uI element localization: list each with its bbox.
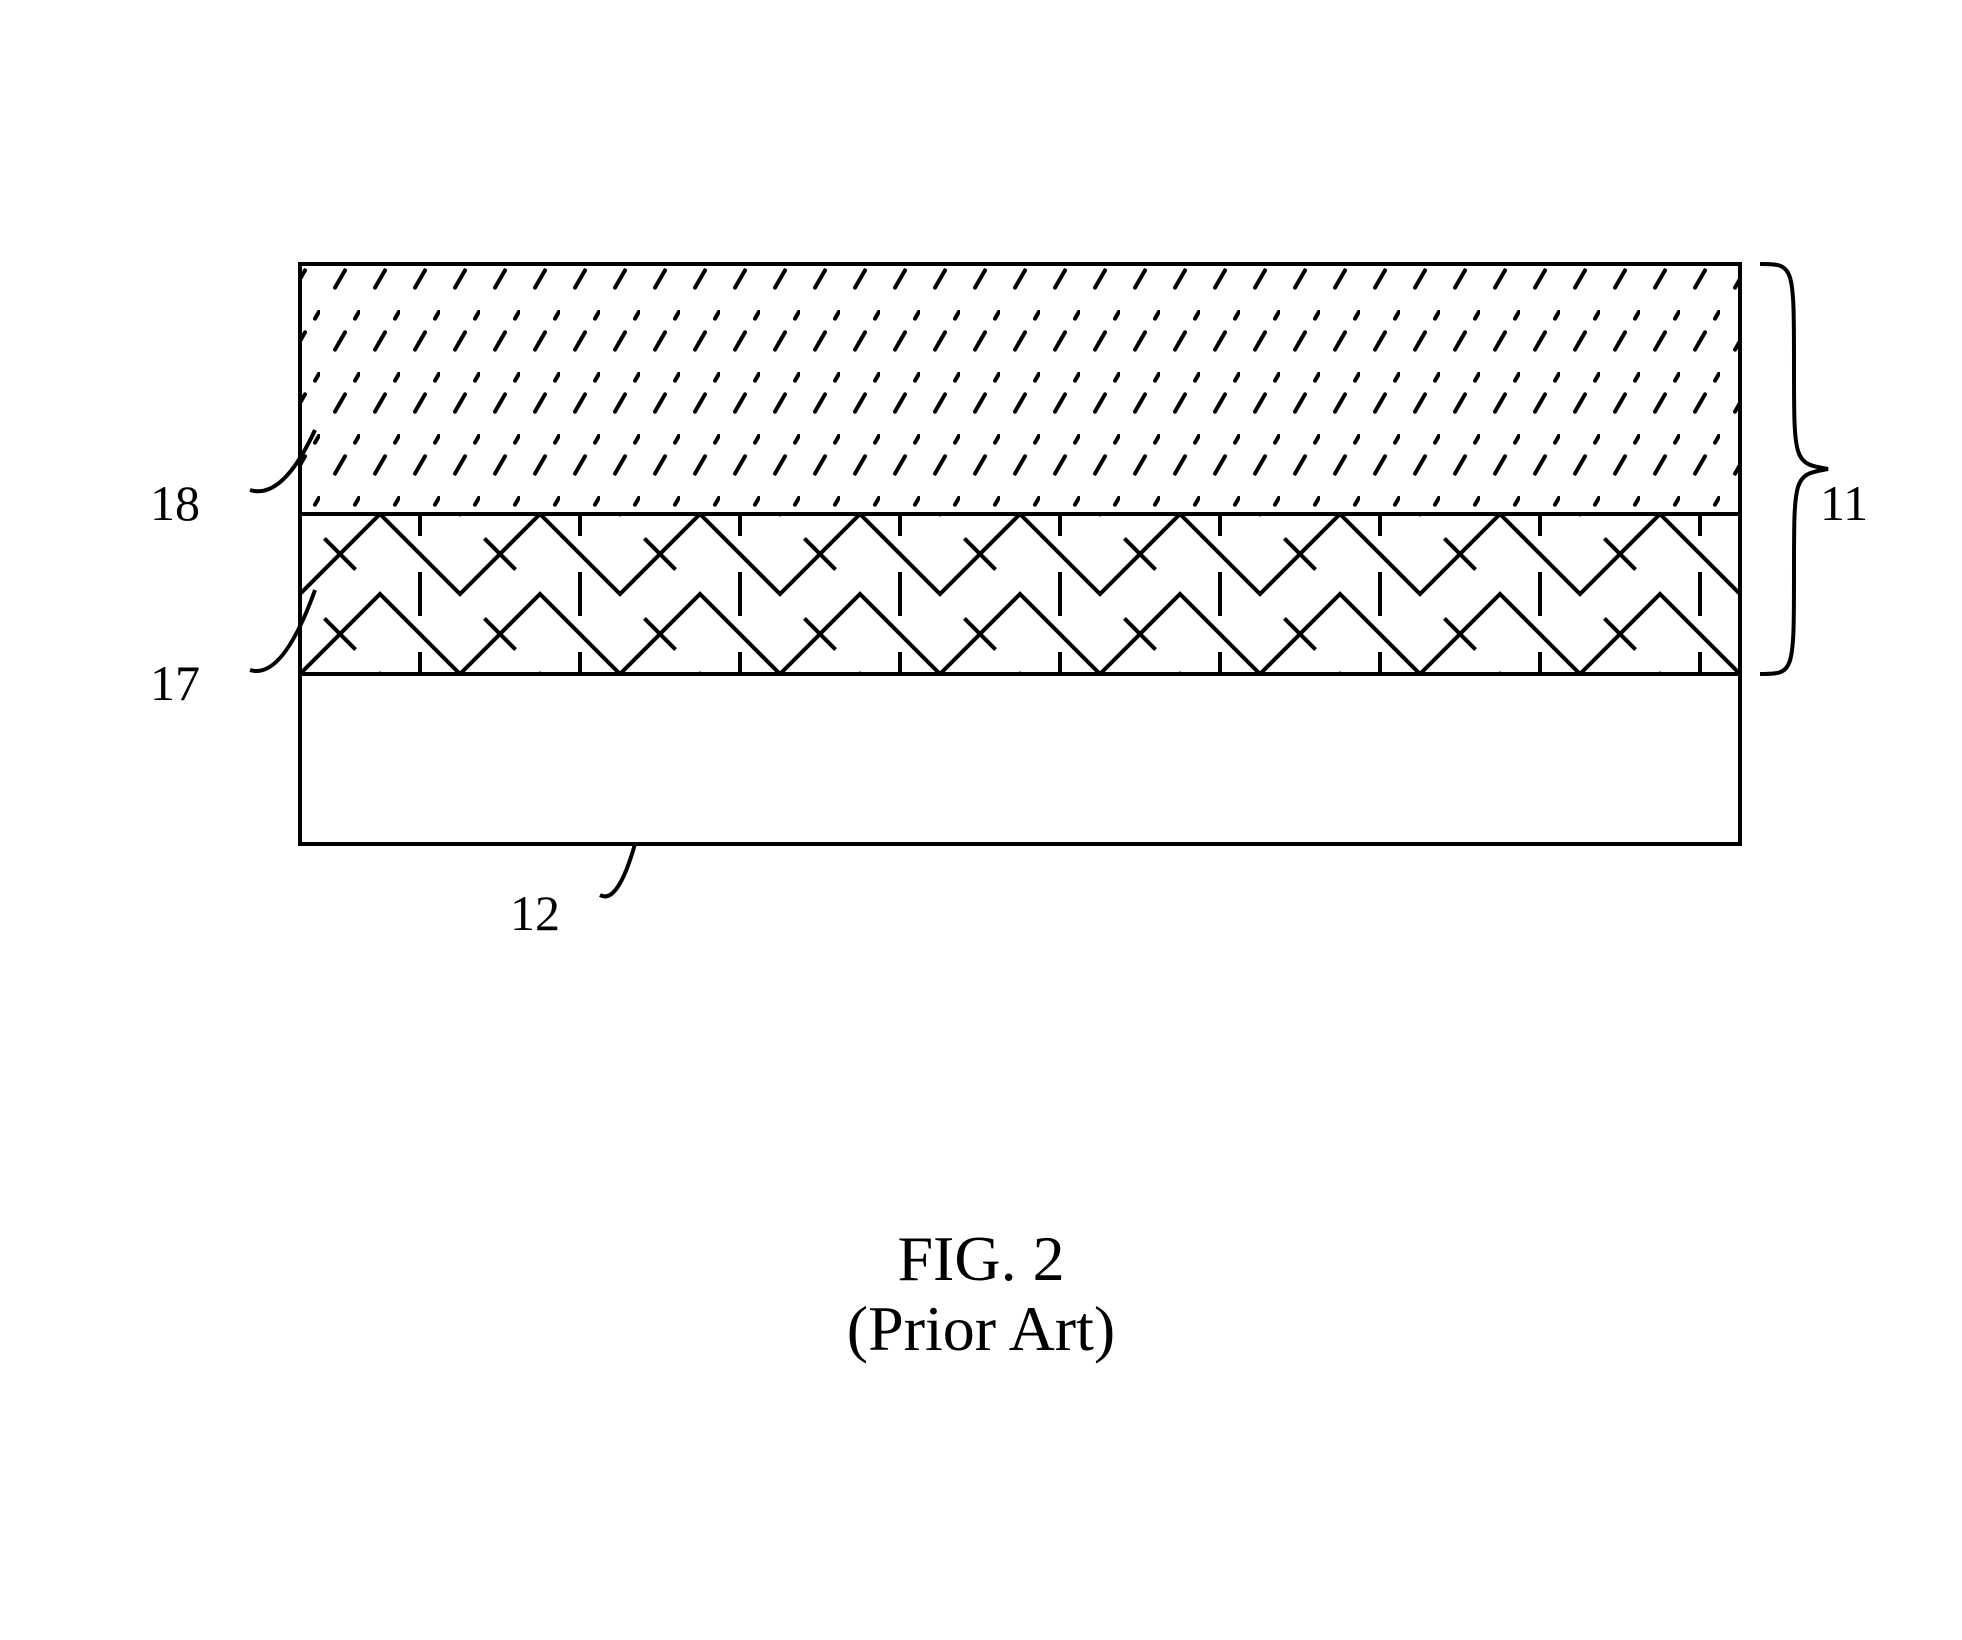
ref-label: 11	[1820, 475, 1868, 531]
layer-12	[300, 674, 1740, 844]
figure-caption-line2: (Prior Art)	[847, 1293, 1115, 1364]
brace-11	[1760, 264, 1828, 674]
leader-line	[600, 844, 635, 896]
figure-svg: 18 17 12 11 FIG. 2(Prior Art)	[0, 0, 1962, 1640]
figure-caption-line1: FIG. 2	[897, 1223, 1064, 1294]
ref-label: 18	[150, 475, 200, 531]
ref-label: 12	[510, 885, 560, 941]
ref-label: 17	[150, 655, 200, 711]
cross-section	[140, 264, 1962, 844]
